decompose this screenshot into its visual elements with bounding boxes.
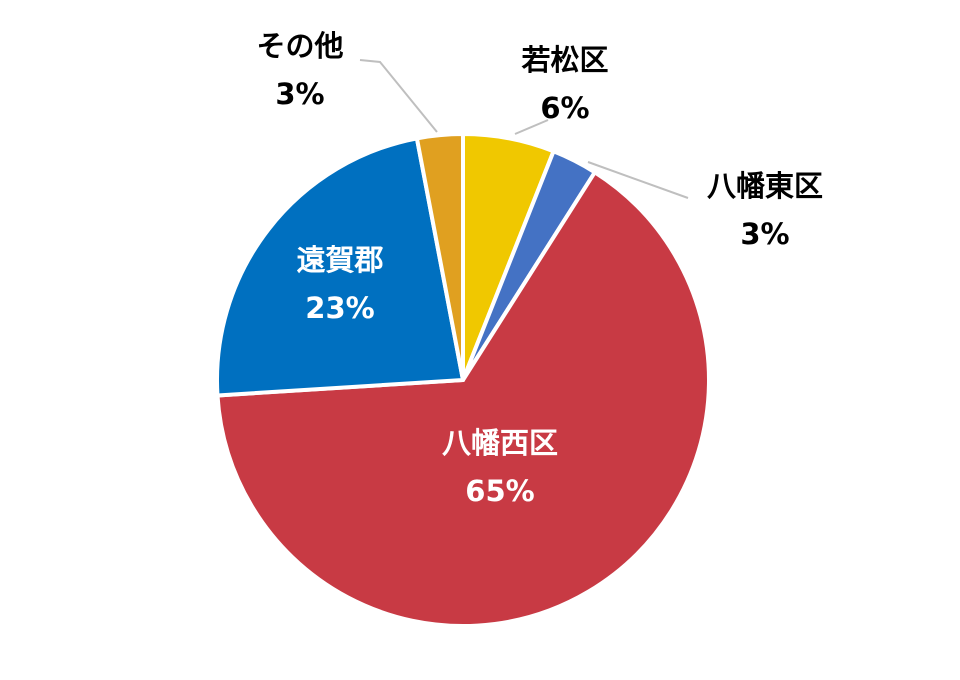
slice-label: その他 [256, 29, 343, 63]
value-label: 6% [540, 91, 589, 125]
pie-slice [414, 132, 465, 382]
slice-label: 八幡東区 [707, 169, 823, 203]
pie-slice [215, 136, 465, 398]
value-label: 3% [275, 77, 324, 111]
leader-line [359, 59, 438, 133]
slice-label: 八幡西区 [442, 426, 558, 460]
pie-slice [215, 170, 711, 628]
slice-label: 遠賀郡 [296, 243, 383, 277]
leader-line [514, 119, 549, 135]
value-label: 3% [740, 217, 789, 251]
slice-label: 若松区 [521, 43, 608, 77]
value-label: 23% [305, 291, 374, 325]
leader-line [587, 161, 689, 199]
value-label: 65% [465, 474, 534, 508]
